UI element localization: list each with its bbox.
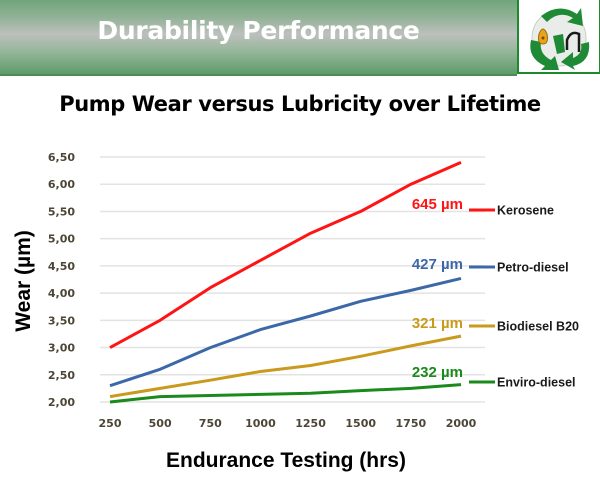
- legend-label: Petro-diesel: [497, 261, 569, 275]
- header-title: Durability Performance: [97, 16, 420, 45]
- series-lines: [109, 161, 462, 404]
- x-axis-ticks: 250 500 750 1000 1250 1500 1750 2000: [99, 417, 477, 430]
- legend-label: Kerosene: [497, 204, 554, 218]
- series-labels: 645 µm Kerosene 427 µm Petro-diesel 321 µm Bi…: [412, 196, 579, 390]
- series-line-enviro-diesel: [109, 383, 462, 404]
- logo: [517, 0, 600, 74]
- recycle-fuel-drop-logo-icon: [530, 8, 590, 70]
- end-value-label: 232 µm: [412, 364, 463, 381]
- end-value-label: 321 µm: [412, 315, 463, 332]
- y-tick-label: 6,50: [48, 151, 75, 164]
- series-line-petro-diesel: [109, 276, 462, 388]
- legend-label: Enviro-diesel: [497, 376, 576, 390]
- x-tick-label: 250: [99, 417, 122, 430]
- chart-title: Pump Wear versus Lubricity over Lifetime: [59, 92, 541, 116]
- y-axis-ticks: 2,00 2,50 3,00 3,50 4,00 4,50 5,00 5,50 6,00 6,50: [48, 151, 75, 409]
- y-axis-title: Wear (µm): [12, 230, 35, 332]
- x-tick-label: 1000: [245, 417, 276, 430]
- x-axis-title: Endurance Testing (hrs): [166, 449, 406, 472]
- x-tick-label: 2000: [446, 417, 477, 430]
- y-tick-label: 4,00: [48, 287, 75, 300]
- y-tick-label: 3,50: [48, 314, 75, 327]
- x-tick-label: 1500: [345, 417, 376, 430]
- y-tick-label: 2,50: [48, 369, 75, 382]
- y-tick-label: 5,00: [48, 233, 75, 246]
- legend-label: Biodiesel B20: [497, 320, 579, 334]
- y-tick-label: 6,00: [48, 178, 75, 191]
- end-value-label: 427 µm: [412, 256, 463, 273]
- y-tick-label: 4,50: [48, 260, 75, 273]
- x-tick-label: 750: [199, 417, 222, 430]
- y-tick-label: 3,00: [48, 342, 75, 355]
- x-tick-label: 1250: [295, 417, 326, 430]
- gridlines: [100, 156, 485, 403]
- x-tick-label: 500: [149, 417, 172, 430]
- y-tick-label: 2,00: [48, 396, 75, 409]
- header-banner: Durability Performance: [0, 0, 517, 76]
- y-tick-label: 5,50: [48, 205, 75, 218]
- x-tick-label: 1750: [396, 417, 427, 430]
- end-value-label: 645 µm: [412, 196, 463, 213]
- series-line-kerosene: [109, 161, 462, 349]
- series-line-biodiesel-b20: [109, 334, 462, 399]
